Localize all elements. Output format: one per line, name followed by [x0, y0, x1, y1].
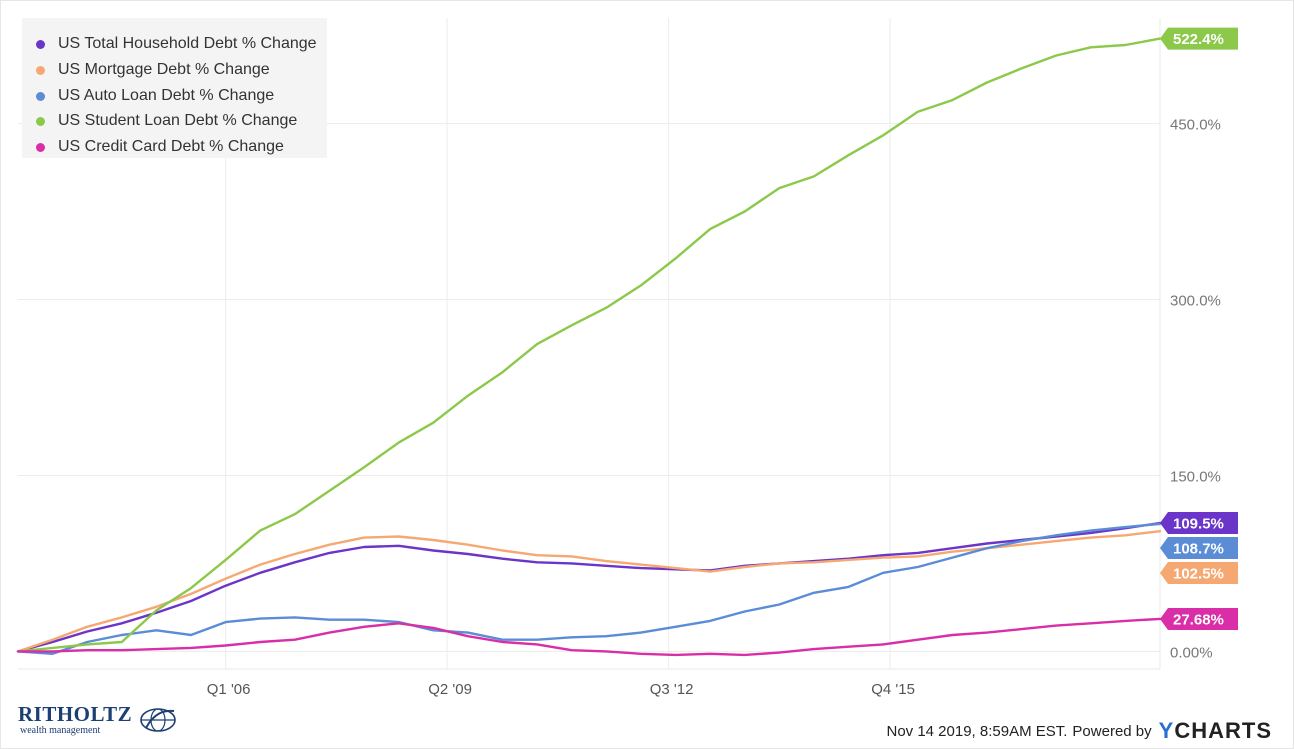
y-tick-label: 0.00%: [1170, 644, 1213, 661]
logo-wordmark: RITHOLTZ wealth management: [18, 704, 132, 736]
legend: US Total Household Debt % Change US Mort…: [22, 18, 327, 158]
end-label-auto: 108.7%: [1160, 536, 1238, 559]
legend-label-total: US Total Household Debt % Change: [58, 35, 317, 52]
chart-attribution: Nov 14 2019, 8:59AM EST. Powered by YCHA…: [886, 718, 1272, 744]
legend-label-student: US Student Loan Debt % Change: [58, 112, 298, 129]
end-label-box: [1160, 536, 1238, 559]
globe-icon: [140, 708, 176, 732]
end-label-credit: 27.68%: [1160, 607, 1238, 630]
legend-item-total[interactable]: US Total Household Debt % Change: [36, 33, 317, 55]
legend-dot-student: [36, 116, 45, 126]
legend-label-credit: US Credit Card Debt % Change: [58, 138, 284, 155]
legend-label-auto: US Auto Loan Debt % Change: [58, 87, 275, 104]
legend-dot-credit: [36, 142, 45, 152]
series-line-total[interactable]: [16, 521, 1162, 653]
end-label-box: [1160, 561, 1238, 584]
end-label-box: [1160, 27, 1238, 50]
timestamp-text: Nov 14 2019, 8:59AM EST.: [886, 722, 1068, 740]
x-tick-label: Q3 '12: [650, 681, 694, 698]
legend-item-mortgage[interactable]: US Mortgage Debt % Change: [36, 59, 270, 81]
x-tick-label: Q1 '06: [207, 681, 251, 698]
y-tick-label: 450.0%: [1170, 117, 1221, 134]
end-label-student: 522.4%: [1160, 27, 1238, 50]
legend-item-student[interactable]: US Student Loan Debt % Change: [36, 110, 297, 132]
grid-layer: [18, 18, 1161, 670]
x-tick-label: Q2 '09: [428, 681, 472, 698]
x-tick-label: Q4 '15: [871, 681, 915, 698]
end-label-text: 27.68%: [1173, 611, 1224, 628]
series-line-credit[interactable]: [16, 617, 1162, 657]
series-layer: [16, 37, 1162, 657]
ritholtz-logo[interactable]: RITHOLTZ wealth management: [18, 700, 180, 740]
series-line-auto[interactable]: [16, 522, 1162, 655]
end-label-box: [1160, 607, 1238, 630]
end-label-text: 108.7%: [1173, 540, 1224, 557]
end-label-box: [1160, 511, 1238, 534]
legend-dot-mortgage: [36, 65, 45, 75]
legend-item-credit[interactable]: US Credit Card Debt % Change: [36, 136, 284, 158]
powered-by-text: Powered by: [1072, 722, 1152, 740]
end-label-text: 102.5%: [1173, 565, 1224, 582]
end-label-text: 109.5%: [1173, 515, 1224, 532]
ycharts-logo[interactable]: YCHARTS: [1159, 718, 1272, 744]
legend-label-mortgage: US Mortgage Debt % Change: [58, 61, 270, 78]
legend-dot-total: [36, 39, 45, 49]
end-label-total: 109.5%: [1160, 511, 1238, 534]
axis-layer: 0.00% 150.0% 300.0% 450.0% Q1 '06 Q2 '09 Q3 '1…: [207, 117, 1221, 698]
series-line-student[interactable]: [16, 37, 1162, 653]
logo-sub-text: wealth management: [20, 725, 101, 736]
legend-dot-auto: [36, 91, 45, 101]
logo-main-text: RITHOLTZ: [18, 702, 133, 726]
ycharts-logo-rest: CHARTS: [1174, 718, 1272, 743]
y-tick-label: 300.0%: [1170, 293, 1221, 310]
end-label-text: 522.4%: [1173, 31, 1224, 48]
end-label-layer: 522.4% 109.5% 108.7% 102.5% 27.68%: [1160, 27, 1238, 630]
ycharts-logo-y: Y: [1158, 718, 1175, 743]
series-line-mortgage[interactable]: [16, 530, 1162, 653]
end-label-mortgage: 102.5%: [1160, 561, 1238, 584]
legend-item-auto[interactable]: US Auto Loan Debt % Change: [36, 85, 274, 107]
y-tick-label: 150.0%: [1170, 468, 1221, 485]
